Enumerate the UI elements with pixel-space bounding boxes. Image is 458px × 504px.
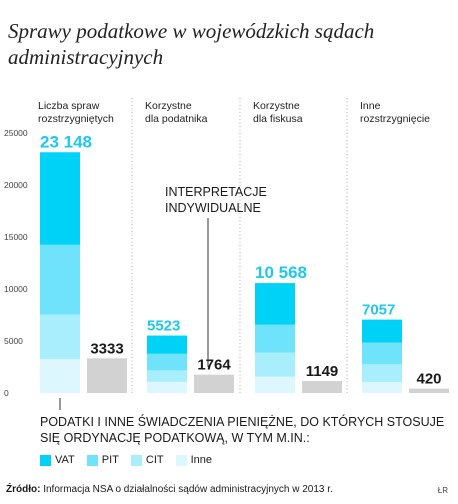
chart-area: 0 5000 10000 15000 20000 25000 Liczba spraw roz… <box>4 98 449 410</box>
bar-segment-inne <box>255 376 295 393</box>
annotation-label: INTERPRETACJE INDYWIDUALNE <box>165 185 267 215</box>
total-value-label: 10 568 <box>255 263 307 282</box>
legend-label-inne: Inne <box>190 454 213 466</box>
bar-interpretacje <box>87 358 127 393</box>
bar-segment-vat <box>40 152 80 245</box>
bar-segment-inne <box>147 381 187 393</box>
y-tick-label: 20000 <box>4 180 28 190</box>
legend-swatch-cit <box>130 454 142 466</box>
legend-label-cit: CIT <box>145 454 164 466</box>
bar-interpretacje <box>302 381 342 393</box>
legend-swatch-pit <box>86 454 98 466</box>
bar-segment-cit <box>255 352 295 377</box>
legend: VAT PIT CIT Inne <box>40 454 212 466</box>
total-value-label: 7057 <box>362 302 395 319</box>
category-label: Korzystne dla podatnika <box>145 100 208 125</box>
interpretacje-value-label: 3333 <box>90 340 123 357</box>
legend-item-pit: PIT <box>86 454 119 466</box>
legend-label-pit: PIT <box>101 454 119 466</box>
y-tick-label: 5000 <box>4 336 23 346</box>
interpretacje-value-label: 420 <box>416 371 441 388</box>
chart-title: Sprawy podatkowe w wojewódzkich sądach a… <box>8 19 375 69</box>
y-tick-label: 0 <box>4 388 9 398</box>
category-label: Liczba spraw rozstrzygniętych <box>38 100 114 125</box>
bar-segment-cit <box>147 370 187 382</box>
y-tick-label: 25000 <box>4 128 28 138</box>
source-text: Informacja NSA o działalności sądów admi… <box>43 484 333 495</box>
legend-item-vat: VAT <box>40 454 75 466</box>
y-tick-label: 10000 <box>4 284 28 294</box>
bar-interpretacje <box>194 374 234 393</box>
y-tick-label: 15000 <box>4 232 28 242</box>
bar-segment-vat <box>255 283 295 325</box>
category-label: Korzystne dla fiskusa <box>253 100 303 125</box>
source-label: Źródło: <box>6 484 41 495</box>
bar-interpretacje <box>409 388 449 393</box>
bar-segment-cit <box>362 364 402 383</box>
interpretacje-value-label: 1149 <box>306 363 339 380</box>
bar-segment-inne <box>40 359 80 393</box>
legend-item-inne: Inne <box>175 454 213 466</box>
legend-title: PODATKI I INNE ŚWIADCZENIA PIENIĘŻNE, DO… <box>40 415 445 445</box>
bar-segment-pit <box>40 244 80 315</box>
legend-swatch-vat <box>40 454 51 466</box>
bar-segment-pit <box>255 324 295 353</box>
legend-item-cit: CIT <box>130 454 164 466</box>
author-credit: ŁR <box>437 486 448 495</box>
total-value-label: 23 148 <box>40 132 92 151</box>
bar-segment-pit <box>147 353 187 371</box>
category-label: Inne rozstrzygnięcie <box>360 100 430 125</box>
bar-segment-pit <box>362 342 402 365</box>
interpretacje-value-label: 1764 <box>197 357 231 374</box>
bar-segment-vat <box>362 319 402 343</box>
bar-segment-inne <box>362 382 402 393</box>
source-note: Źródło: Informacja NSA o działalności są… <box>6 484 333 495</box>
total-value-label: 5523 <box>147 318 180 335</box>
legend-label-vat: VAT <box>55 454 75 466</box>
legend-swatch-inne <box>175 454 187 466</box>
bar-segment-cit <box>40 314 80 360</box>
bar-segment-vat <box>147 335 187 354</box>
